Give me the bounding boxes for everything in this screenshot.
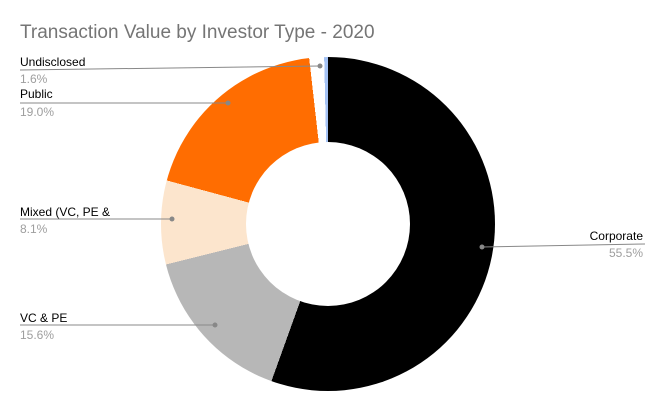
chart-title: Transaction Value by Investor Type - 202…	[20, 22, 375, 43]
slice-label-mixed: Mixed (VC, PE &	[20, 205, 111, 219]
slice-label-undisclosed: Undisclosed	[20, 55, 86, 69]
slice-pct-mixed: 8.1%	[20, 222, 48, 236]
slice-pct-public: 19.0%	[20, 105, 55, 119]
slice-label-corporate: Corporate	[589, 229, 643, 243]
slice-pct-undisclosed: 1.6%	[20, 72, 48, 86]
slice-label-public: Public	[20, 87, 53, 101]
donut-hole	[246, 142, 410, 306]
slice-pct-corporate: 55.5%	[608, 246, 643, 260]
slice-label-vc-pe: VC & PE	[20, 311, 68, 325]
slice-pct-vc-pe: 15.6%	[20, 328, 55, 342]
